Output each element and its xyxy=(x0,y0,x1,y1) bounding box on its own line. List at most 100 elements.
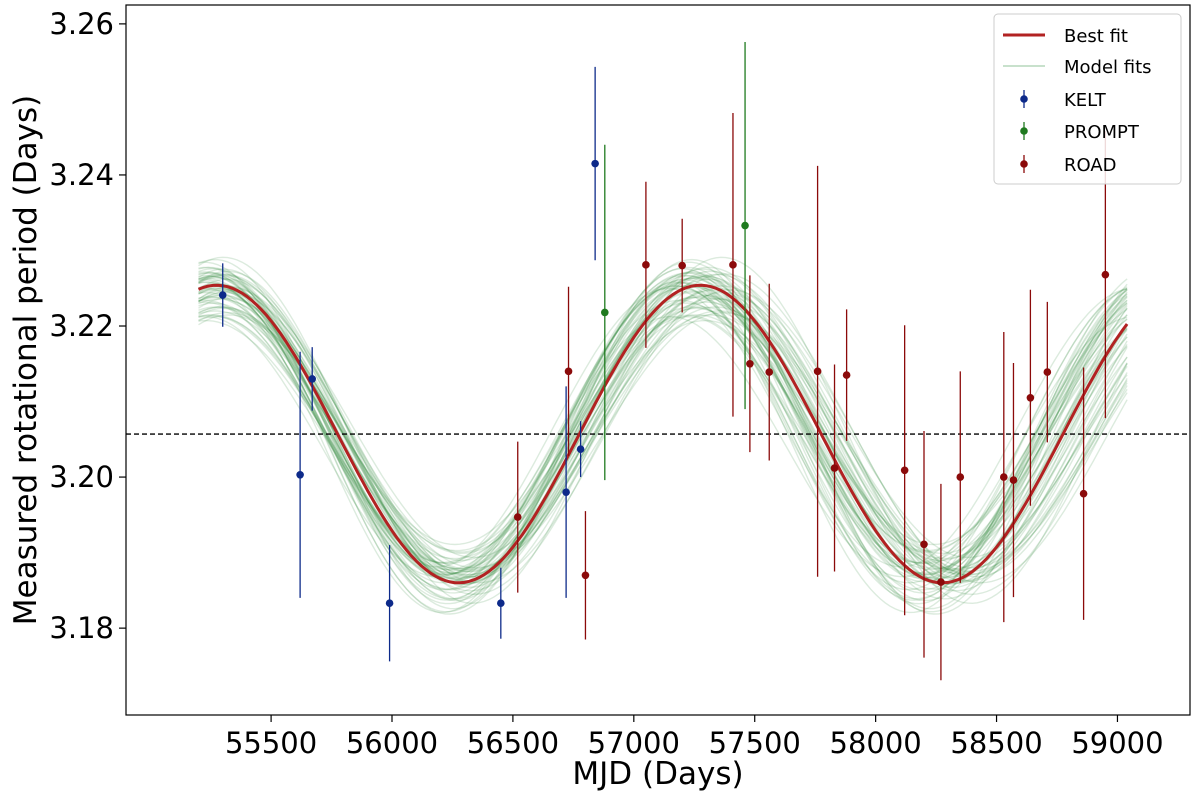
model-fit-curve xyxy=(198,277,1128,571)
road-data-point xyxy=(1000,473,1008,481)
road-data-point xyxy=(564,367,573,376)
x-tick-label: 59000 xyxy=(1071,726,1163,760)
legend-prompt-label: PROMPT xyxy=(1064,122,1140,143)
errorbar-layer xyxy=(222,42,1107,681)
model-fit-curve xyxy=(198,281,1128,564)
model-fit-curve xyxy=(198,275,1128,594)
legend-road-swatch xyxy=(1020,155,1028,173)
model-fit-curve xyxy=(198,298,1128,576)
road-data-point xyxy=(920,540,928,549)
road-data-point xyxy=(513,513,522,521)
road-data-point xyxy=(729,261,737,269)
road-data-point xyxy=(746,359,754,368)
kelt-data-point xyxy=(591,159,599,168)
x-axis-title: MJD (Days) xyxy=(572,756,743,792)
kelt-data-point xyxy=(562,488,570,496)
x-tick-label: 57500 xyxy=(709,726,801,760)
model-fit-curve xyxy=(198,285,1128,583)
kelt-data-point xyxy=(497,599,505,608)
legend-box xyxy=(993,13,1182,185)
legend-marker-glyph xyxy=(1020,95,1028,103)
model-fit-curve xyxy=(198,315,1128,574)
road-data-point xyxy=(1009,476,1018,484)
road-data-point xyxy=(642,261,650,269)
y-tick-label: 3.26 xyxy=(49,7,114,41)
y-axis-title: Measured rotational period (Days) xyxy=(8,95,44,625)
x-tick-label: 56500 xyxy=(467,726,559,760)
kelt-data-point xyxy=(385,599,394,608)
y-tick-label: 3.18 xyxy=(49,611,114,645)
kelt-data-point xyxy=(218,291,227,299)
model-fit-curve xyxy=(198,266,1128,576)
model-fit-curve xyxy=(198,282,1128,600)
model-fit-curve xyxy=(198,278,1128,576)
legend-kelt-label: KELT xyxy=(1064,90,1107,111)
model-fit-curve xyxy=(198,267,1128,605)
y-tick-label: 3.24 xyxy=(49,158,114,192)
road-data-point xyxy=(1079,489,1088,498)
prompt-data-point xyxy=(741,221,749,230)
road-data-point xyxy=(842,371,851,379)
y-tick-label: 3.22 xyxy=(49,309,114,343)
model-fit-curve xyxy=(198,274,1128,580)
road-data-point xyxy=(581,571,590,580)
road-data-point xyxy=(937,578,945,586)
legend-marker-glyph xyxy=(1020,127,1028,135)
x-axis-ticks: 55500 56000 56500 57000 57500 58000 58500 59000 xyxy=(225,715,1164,760)
legend-marker-glyph xyxy=(1020,160,1028,168)
model-fit-curve xyxy=(198,311,1128,569)
legend-road-label: ROAD xyxy=(1064,155,1117,176)
road-data-point xyxy=(1101,270,1110,279)
model-fit-curve xyxy=(198,277,1128,570)
model-fit-curve xyxy=(198,271,1128,582)
legend: Best fit Model fits KELT PROMPT ROAD xyxy=(993,13,1182,185)
best-fit-curve xyxy=(197,283,1129,585)
model-fit-curve xyxy=(198,306,1128,555)
model-fit-curve xyxy=(198,272,1128,575)
model-fit-curve xyxy=(198,281,1128,614)
legend-prompt-swatch xyxy=(1020,122,1028,140)
kelt-data-point xyxy=(576,445,585,453)
legend-best-fit-label: Best fit xyxy=(1064,26,1128,47)
model-fit-curve xyxy=(198,291,1128,596)
prompt-data-point xyxy=(601,308,609,317)
x-tick-label: 58000 xyxy=(830,726,922,760)
model-fit-curve xyxy=(198,289,1128,582)
x-tick-label: 55500 xyxy=(225,726,317,760)
x-tick-label: 58500 xyxy=(950,726,1042,760)
model-fit-curve xyxy=(198,261,1128,613)
road-data-point xyxy=(1043,368,1052,376)
model-fit-curve xyxy=(198,275,1128,600)
model-fit-curve xyxy=(198,297,1128,592)
y-tick-label: 3.20 xyxy=(49,460,114,494)
point-layer xyxy=(218,159,1110,608)
legend-model-fits-label: Model fits xyxy=(1064,57,1152,78)
model-fit-curve xyxy=(198,258,1128,610)
model-fit-curve xyxy=(198,285,1128,591)
model-fit-curve xyxy=(198,314,1128,571)
x-tick-label: 56000 xyxy=(346,726,438,760)
model-fit-curve xyxy=(198,287,1128,601)
model-fit-curve xyxy=(198,285,1128,559)
y-axis-ticks: 3.18 3.20 3.22 3.24 3.26 xyxy=(49,7,126,645)
road-data-point xyxy=(900,466,909,475)
plot-frame xyxy=(125,4,1191,716)
best-fit-layer xyxy=(197,283,1129,585)
model-fit-curve xyxy=(198,294,1128,585)
road-data-point xyxy=(1026,393,1035,402)
model-fit-curve xyxy=(198,285,1128,584)
model-fit-curve xyxy=(198,287,1128,582)
model-fit-curve xyxy=(198,302,1128,591)
road-data-point xyxy=(765,368,774,376)
model-fit-curve xyxy=(198,314,1128,565)
road-data-point xyxy=(813,367,822,376)
model-fit-curve xyxy=(198,306,1128,552)
model-fit-curve xyxy=(198,294,1128,562)
model-fit-curve xyxy=(198,271,1128,615)
x-tick-label: 57000 xyxy=(588,726,680,760)
model-fit-curve xyxy=(198,316,1128,578)
model-fit-curve xyxy=(198,275,1128,570)
model-fit-curve xyxy=(198,314,1128,580)
legend-kelt-swatch xyxy=(1020,90,1028,108)
road-data-point xyxy=(956,473,965,481)
